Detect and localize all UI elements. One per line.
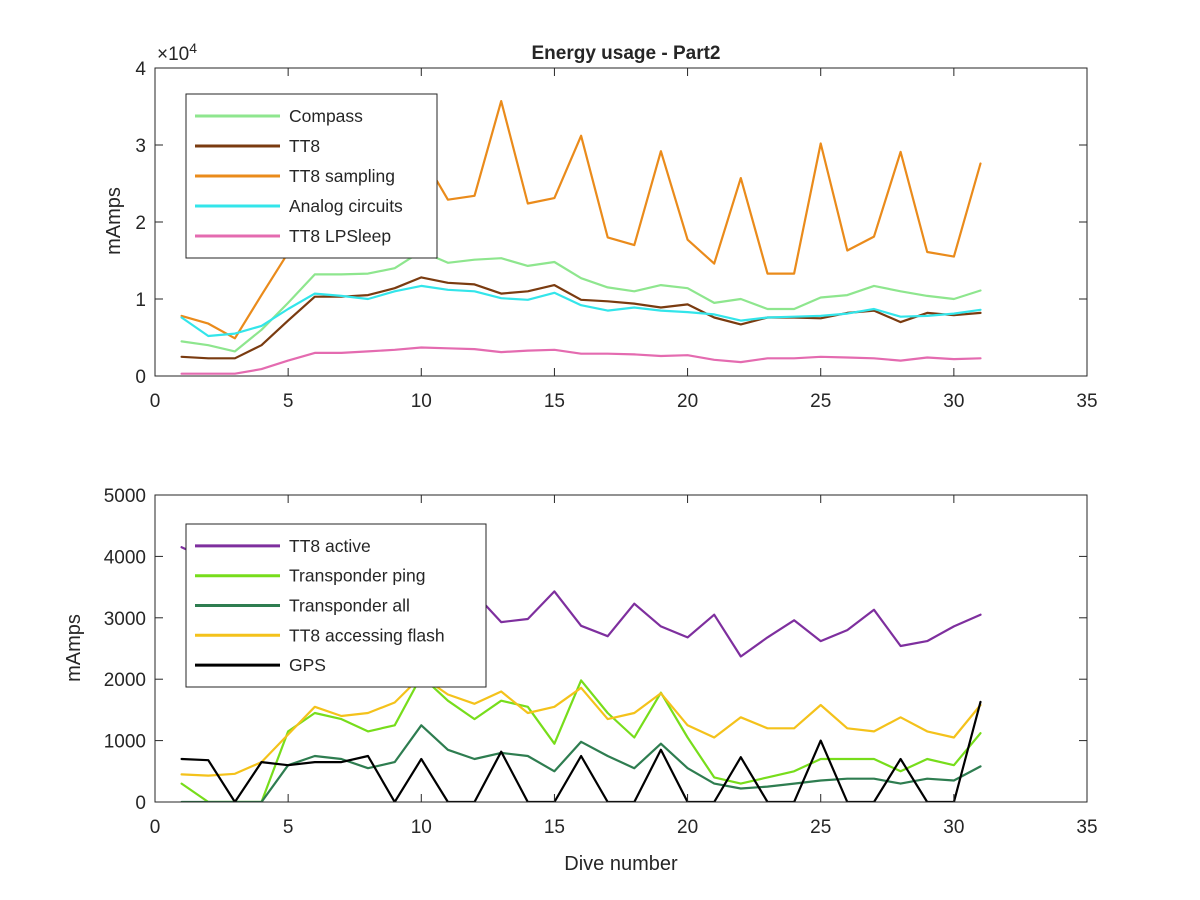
bottom-x-tick-label: 30: [943, 817, 964, 838]
bottom-x-tick-label: 35: [1076, 817, 1097, 838]
top-exponent-base: ×10: [157, 44, 189, 65]
bottom-axes-frame: [154, 494, 1088, 803]
top-chart: Energy usage - Part2 ×104 0 5 10 15 20 25 30 35…: [103, 40, 1098, 412]
bottom-series-line-gps: [180, 700, 982, 802]
top-legend-label: TT8 LPSleep: [289, 226, 391, 246]
top-y-tick-label: 1: [135, 290, 146, 311]
top-y-tick-label: 3: [135, 136, 146, 157]
bottom-plot-area: [180, 546, 982, 802]
bottom-legend: TT8 active Transponder ping Transponder al…: [185, 523, 487, 688]
bottom-y-tick-label: 1000: [104, 732, 146, 753]
svg-text:×104: ×104: [157, 40, 197, 65]
bottom-x-tick-label: 5: [283, 817, 294, 838]
bottom-series-line-tt8-accessing-flash: [180, 674, 982, 777]
top-axes: 0 5 10 15 20 25 30 35 0 1 2 3 4: [135, 59, 1097, 412]
bottom-x-tick-label: 20: [677, 817, 698, 838]
top-series-line-tt8-lpsleep: [180, 346, 982, 375]
top-series-line-compass: [180, 250, 982, 353]
bottom-series-line-transponder-all: [180, 724, 982, 802]
top-series-line-analog-circuits: [180, 284, 982, 338]
bottom-legend-item: Transponder all: [195, 596, 410, 616]
bottom-x-tick-label: 10: [411, 817, 432, 838]
bottom-y-tick-label: 0: [135, 793, 146, 814]
top-legend-item: Compass: [195, 106, 363, 126]
top-legend: Compass TT8 TT8 sampling Analog circuits TT8…: [185, 93, 438, 259]
bottom-axes: 0 5 10 15 20 25 30 35 0 1000 2000 3000 4000 5000: [104, 486, 1098, 838]
top-y-tick-label: 2: [135, 213, 146, 234]
top-x-tick-label: 25: [810, 391, 831, 412]
top-legend-label: Compass: [289, 106, 363, 126]
bottom-x-tick-label: 0: [150, 817, 161, 838]
bottom-x-axis-label: Dive number: [564, 853, 678, 875]
bottom-chart: 0 5 10 15 20 25 30 35 0 1000 2000 3000 4000 5000 mAmp…: [63, 486, 1098, 875]
top-x-tick-label: 0: [150, 391, 161, 412]
bottom-x-tick-label: 15: [544, 817, 565, 838]
bottom-legend-label: Transponder all: [289, 596, 410, 616]
bottom-legend-label: TT8 active: [289, 536, 371, 556]
top-legend-label: Analog circuits: [289, 196, 403, 216]
bottom-y-axis-label: mAmps: [63, 614, 85, 682]
bottom-legend-label: Transponder ping: [289, 566, 426, 586]
top-x-tick-label: 35: [1076, 391, 1097, 412]
bottom-y-tick-label: 2000: [104, 670, 146, 691]
bottom-legend-item: Transponder ping: [195, 566, 426, 586]
bottom-series-line-transponder-ping: [180, 674, 982, 802]
top-exponent-label: ×104: [157, 40, 197, 65]
top-x-tick-label: 20: [677, 391, 698, 412]
bottom-x-tick-label: 25: [810, 817, 831, 838]
top-legend-item: TT8: [195, 136, 320, 156]
bottom-legend-item: TT8 accessing flash: [195, 625, 445, 645]
top-y-tick-label: 4: [135, 59, 146, 80]
top-x-tick-label: 10: [411, 391, 432, 412]
bottom-y-tick-label: 3000: [104, 609, 146, 630]
top-y-axis-label: mAmps: [103, 187, 125, 255]
top-legend-label: TT8: [289, 136, 320, 156]
bottom-legend-label: GPS: [289, 655, 326, 675]
top-legend-item: TT8 LPSleep: [195, 226, 391, 246]
bottom-legend-item: GPS: [195, 655, 326, 675]
top-exponent-power: 4: [189, 40, 197, 56]
top-chart-title: Energy usage - Part2: [531, 43, 720, 64]
bottom-y-tick-label: 5000: [104, 486, 146, 507]
top-y-tick-label: 0: [135, 367, 146, 388]
bottom-legend-label: TT8 accessing flash: [289, 625, 445, 645]
top-legend-item: Analog circuits: [195, 196, 403, 216]
bottom-y-tick-label: 4000: [104, 547, 146, 568]
top-x-tick-label: 30: [943, 391, 964, 412]
top-x-tick-label: 5: [283, 391, 294, 412]
top-legend-item: TT8 sampling: [195, 166, 395, 186]
bottom-legend-item: TT8 active: [195, 536, 371, 556]
top-x-tick-label: 15: [544, 391, 565, 412]
top-legend-label: TT8 sampling: [289, 166, 395, 186]
